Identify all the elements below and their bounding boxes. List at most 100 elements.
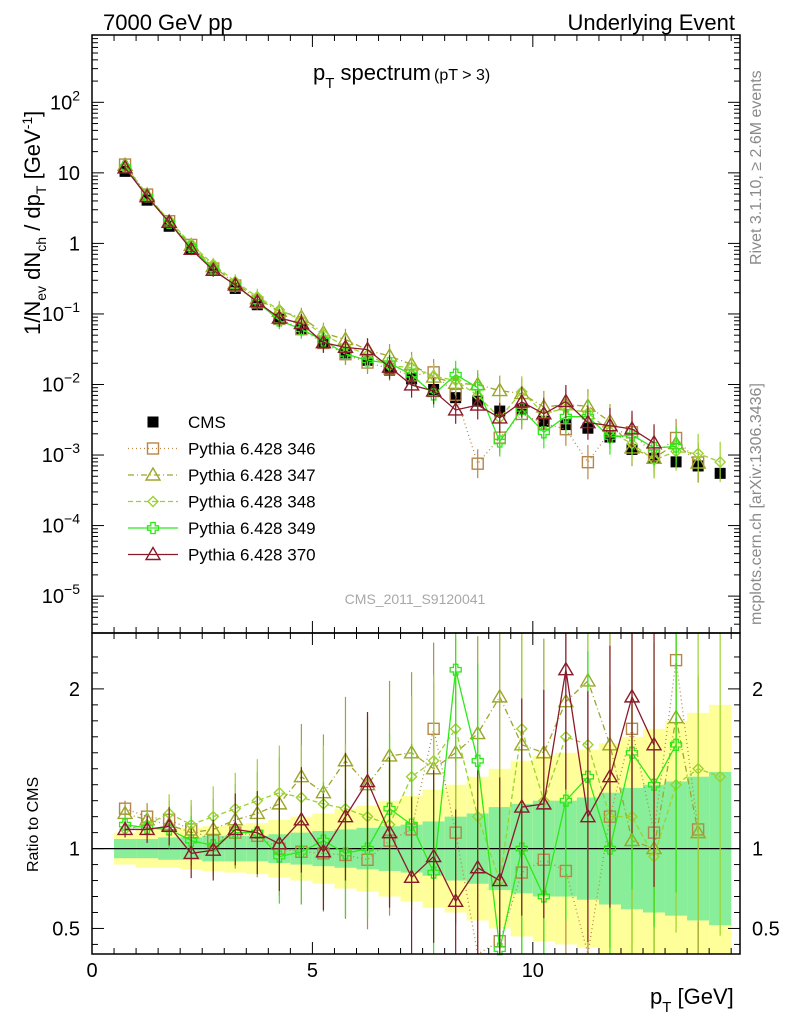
ratio-point [625, 746, 639, 759]
ratio-point [317, 834, 330, 847]
legend-label: Pythia 6.428 349 [188, 519, 316, 538]
ratio-point [403, 868, 420, 884]
data-point [160, 213, 178, 228]
legend-marker [147, 416, 159, 428]
ratio-point [337, 808, 354, 823]
ratio-y-tick-label: 0.5 [52, 918, 80, 940]
ratio-point [557, 661, 575, 676]
ratio-y-axis-label: Ratio to CMS [25, 777, 42, 872]
y-tick-label: 10−4 [42, 511, 80, 538]
ratio-point [692, 762, 705, 775]
ratio-point [427, 866, 440, 879]
ratio-point [603, 842, 617, 855]
y-tick-label: 10−5 [42, 581, 80, 608]
legend-label: Pythia 6.428 347 [188, 466, 316, 485]
data-point [603, 430, 617, 444]
ratio-point [295, 845, 308, 858]
data-point [491, 409, 508, 424]
ratio-point [669, 738, 683, 751]
legend-marker [144, 546, 162, 561]
data-point [405, 368, 418, 381]
data-point [581, 455, 595, 469]
legend-label: CMS [188, 413, 226, 432]
data-point [381, 358, 398, 373]
ratio-point [469, 859, 486, 874]
data-point [337, 338, 354, 354]
legend-item: CMS [147, 413, 226, 432]
ratio-point [449, 663, 462, 676]
legend: CMS Pythia 6.428 346 Pythia 6.428 347 Pythi… [128, 413, 316, 565]
data-point [714, 455, 727, 468]
y-tick-label: 10 [58, 163, 80, 185]
rivet-label: Rivet 3.1.10, ≥ 2.6M events [748, 70, 765, 265]
ratio-point [405, 818, 418, 831]
ratio-point [207, 839, 220, 852]
legend-label: Pythia 6.428 346 [188, 440, 316, 459]
ratio-point [579, 808, 597, 823]
ratio-y-tick-label-right: 2 [752, 679, 763, 701]
y-axis-label: 1/Nev dNch / dpT [GeV-1] [19, 111, 49, 335]
ratio-point [160, 817, 178, 832]
data-point [315, 334, 332, 349]
data-point [537, 426, 550, 439]
x-tick-label: 10 [522, 960, 544, 982]
legend-item: Pythia 6.428 347 [128, 466, 316, 485]
legend-marker [147, 495, 159, 508]
data-point [361, 354, 374, 367]
legend-marker [146, 442, 160, 455]
ratio-point [273, 850, 286, 863]
ratio-point [427, 754, 440, 767]
data-point [579, 414, 597, 429]
ratio-point [425, 848, 442, 863]
ratio-point [647, 778, 661, 791]
data-point [185, 240, 198, 254]
ratio-point [471, 754, 484, 767]
data-point [271, 309, 288, 324]
x-tick-label: 5 [307, 960, 318, 982]
ratio-y-tick-label: 1 [69, 839, 80, 861]
ratio-y-tick-label-right: 1 [752, 839, 763, 861]
data-point [491, 382, 508, 397]
legend-item: Pythia 6.428 346 [128, 440, 316, 459]
data-layer [116, 156, 727, 956]
ratio-point [535, 795, 553, 810]
ratio-point [447, 892, 464, 907]
main-frame [91, 34, 741, 634]
series-line-main [124, 166, 677, 449]
legend-marker [146, 521, 160, 535]
ratio-point [227, 821, 244, 836]
data-point [535, 405, 553, 420]
ratio-point [315, 843, 332, 858]
series-5 [116, 159, 663, 954]
legend-item: Pythia 6.428 370 [128, 546, 316, 565]
ratio-y-tick-label-right: 0.5 [752, 918, 780, 940]
ratio-point [381, 824, 398, 839]
ratio-point [581, 770, 595, 783]
data-point [138, 188, 156, 203]
ratio-point [623, 688, 641, 703]
header-right: Underlying Event [567, 10, 735, 35]
ratio-point [118, 818, 132, 831]
legend-marker [144, 466, 162, 481]
ratio-point [515, 842, 528, 855]
ratio-point [116, 821, 134, 836]
data-point [449, 368, 462, 381]
series-line-main [124, 167, 655, 444]
data-point [469, 396, 486, 411]
ratio-point [491, 872, 508, 887]
ratio-point [359, 773, 376, 788]
header-left: 7000 GeV pp [103, 10, 233, 35]
data-point [447, 401, 464, 416]
analysis-watermark: CMS_2011_S9120041 [345, 591, 486, 607]
ratio-point [138, 821, 156, 836]
ratio-frame [91, 632, 741, 955]
data-point [425, 382, 442, 397]
data-point [513, 393, 531, 408]
ratio-point [229, 826, 242, 839]
ratio-point [645, 736, 663, 751]
data-point [182, 240, 200, 256]
data-point [669, 440, 683, 453]
legend-item: Pythia 6.428 349 [128, 519, 316, 538]
data-point [623, 420, 641, 435]
data-point [205, 261, 222, 276]
